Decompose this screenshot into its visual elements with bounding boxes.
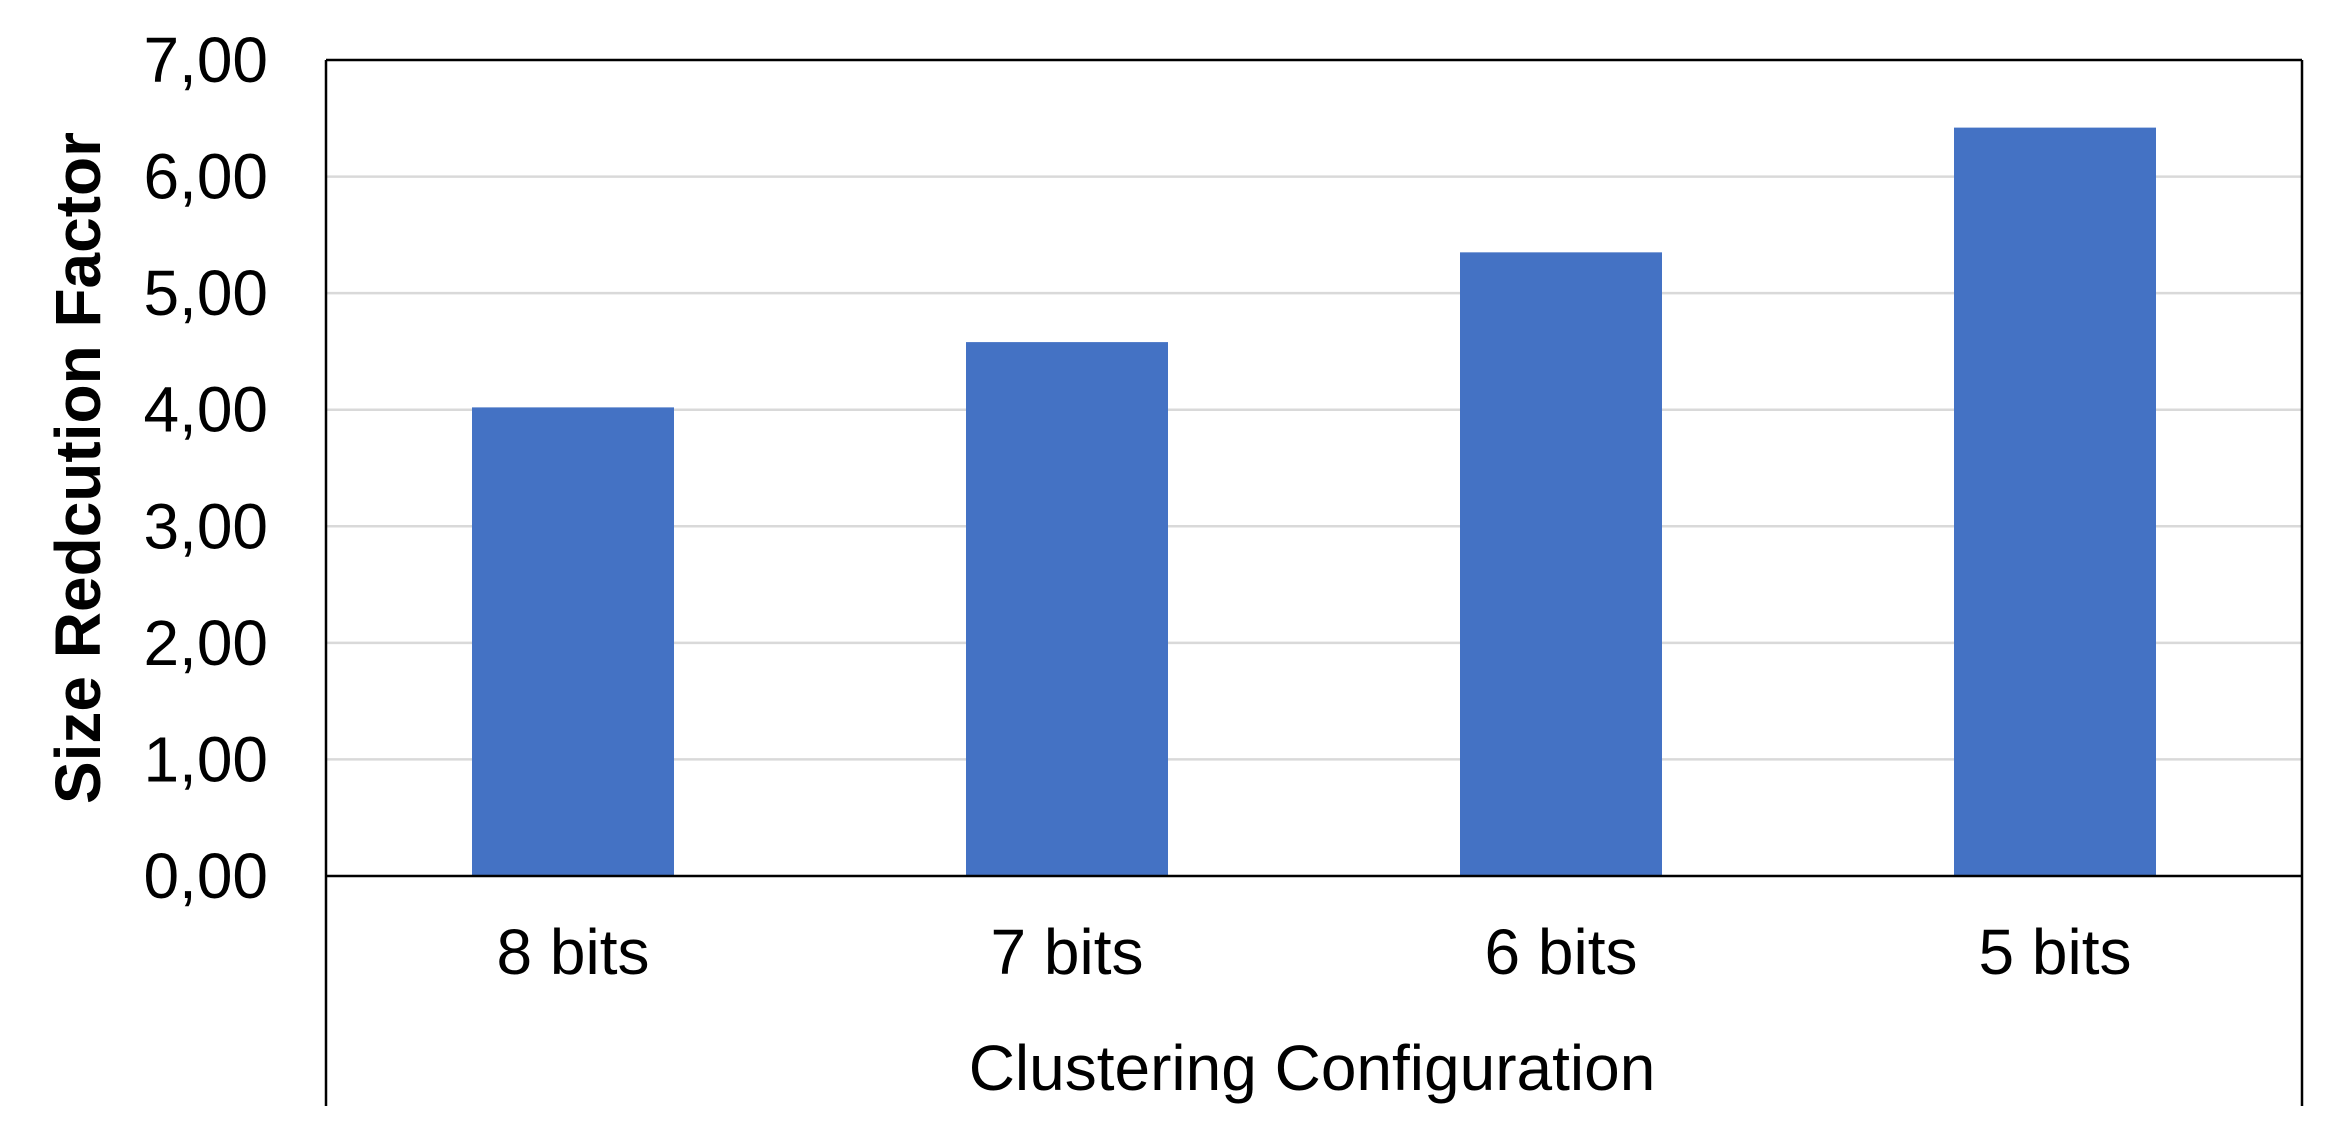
y-tick-label: 3,00 (143, 490, 268, 562)
y-tick-label: 1,00 (143, 723, 268, 795)
y-tick-label: 5,00 (143, 257, 268, 329)
x-tick-label: 8 bits (497, 916, 650, 988)
y-tick-label: 2,00 (143, 607, 268, 679)
y-tick-label: 4,00 (143, 374, 268, 446)
x-tick-labels: 8 bits 7 bits 6 bits 5 bits (497, 916, 2132, 988)
bars (472, 127, 2156, 877)
x-tick-label: 7 bits (991, 916, 1144, 988)
x-tick-label: 5 bits (1979, 916, 2132, 988)
x-axis-title: Clustering Configuration (969, 1032, 1656, 1104)
y-axis-title: Size Redcution Factor (42, 132, 114, 804)
bar (1460, 252, 1662, 877)
bar (472, 407, 674, 876)
y-tick-label: 7,00 (143, 24, 268, 96)
y-tick-label: 6,00 (143, 141, 268, 213)
axes (324, 58, 2304, 1106)
x-tick-label: 6 bits (1485, 916, 1638, 988)
y-tick-labels: 0,00 1,00 2,00 3,00 4,00 5,00 6,00 7,00 (143, 24, 268, 912)
bar (1954, 127, 2156, 876)
bar (966, 342, 1168, 876)
y-tick-label: 0,00 (143, 840, 268, 912)
